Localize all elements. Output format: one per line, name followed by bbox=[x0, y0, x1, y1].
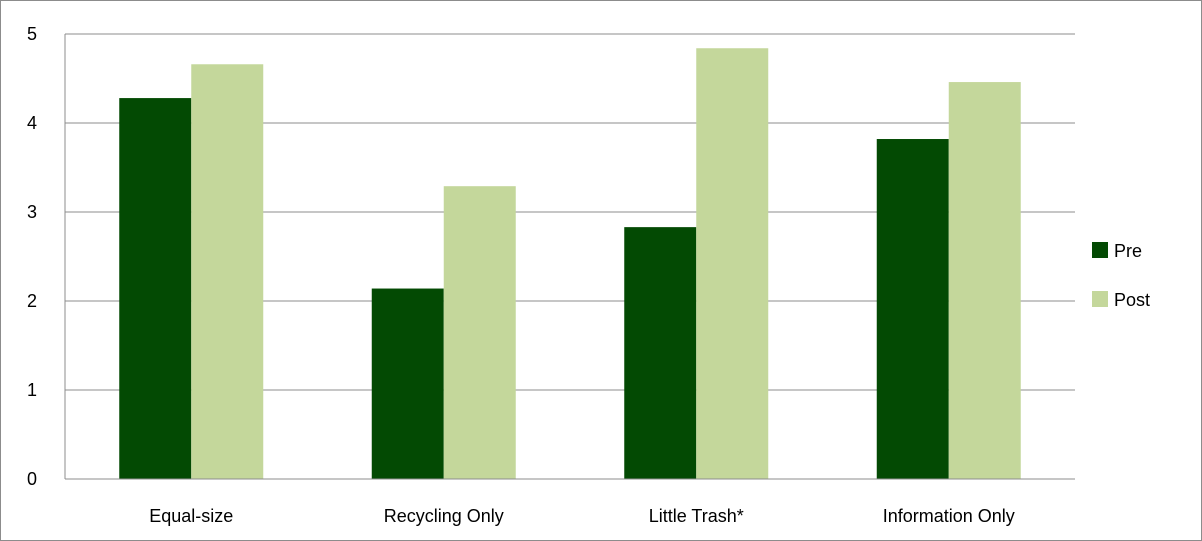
y-tick-label: 3 bbox=[27, 202, 37, 222]
y-tick-label: 4 bbox=[27, 113, 37, 133]
bar-pre-0 bbox=[119, 98, 192, 479]
y-tick-label: 0 bbox=[27, 469, 37, 489]
x-category-label: Equal-size bbox=[149, 506, 233, 526]
x-category-label: Information Only bbox=[883, 506, 1015, 526]
legend-swatch-pre bbox=[1092, 242, 1108, 258]
bar-post-0 bbox=[191, 64, 264, 479]
legend: Pre Post bbox=[1092, 241, 1150, 310]
y-tick-label: 2 bbox=[27, 291, 37, 311]
bar-post-2 bbox=[696, 48, 769, 480]
y-tick-label: 5 bbox=[27, 24, 37, 44]
x-category-label: Recycling Only bbox=[384, 506, 504, 526]
y-tick-label: 1 bbox=[27, 380, 37, 400]
bars bbox=[119, 48, 1021, 480]
bar-pre-1 bbox=[371, 288, 444, 479]
legend-swatch-post bbox=[1092, 291, 1108, 307]
x-axis-category-labels: Equal-size Recycling Only Little Trash* Inf… bbox=[149, 506, 1015, 526]
bar-post-3 bbox=[948, 82, 1021, 479]
bar-pre-2 bbox=[624, 227, 697, 479]
x-category-label: Little Trash* bbox=[649, 506, 744, 526]
legend-label-pre: Pre bbox=[1114, 241, 1142, 261]
bar-pre-3 bbox=[876, 139, 949, 479]
y-axis-tick-labels: 0 1 2 3 4 5 bbox=[27, 24, 37, 489]
x-axis bbox=[64, 34, 1075, 480]
bar-post-1 bbox=[443, 186, 516, 479]
legend-label-post: Post bbox=[1114, 290, 1150, 310]
